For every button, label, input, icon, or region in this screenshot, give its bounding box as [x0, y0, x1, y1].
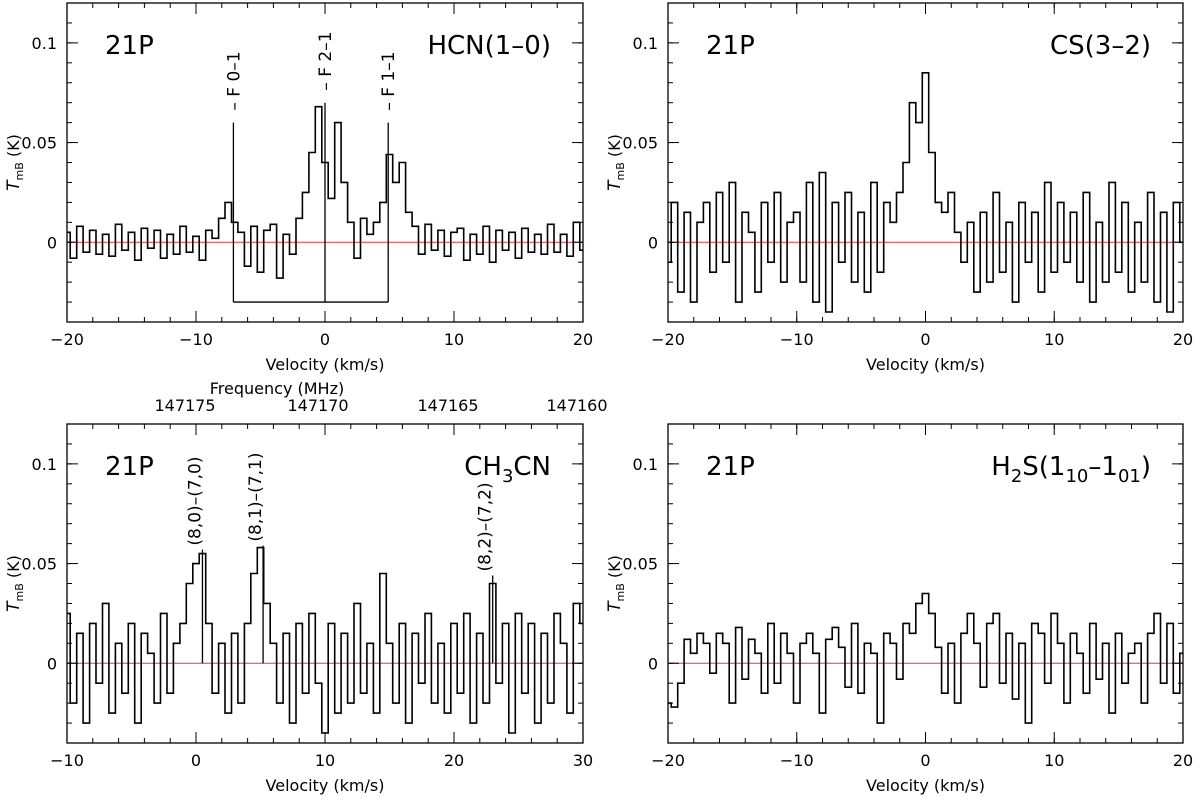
panel-ch3cn: −10 0 10 20 30 0 0.05 0.1 Velocity (km/s) TmB (K)…: [4, 379, 608, 795]
molecule-text: CH: [464, 452, 502, 482]
x-tick-label: 10: [315, 751, 335, 770]
x-tick-label: 20: [444, 751, 464, 770]
y-tick-label: 0.05: [21, 134, 57, 153]
y-axis-title: TmB (K): [605, 555, 627, 612]
y-title-sub: mB: [13, 583, 26, 601]
x-tick-label: −10: [780, 751, 814, 770]
y-tick-label: 0.1: [633, 455, 658, 474]
y-axis-title: TmB (K): [4, 555, 26, 612]
y-title-main: T: [605, 179, 625, 191]
y-tick-label: 0: [47, 233, 57, 252]
molecule-text: CS(3–2): [1050, 31, 1151, 61]
x-tick-label: −20: [651, 330, 685, 349]
y-title-unit: (K): [4, 555, 23, 583]
panel-label: 21P: [105, 452, 154, 482]
frequency-tick-label: 147160: [546, 396, 607, 415]
molecule-label: H2S(110–101): [991, 452, 1151, 487]
molecule-sub: 2: [1011, 466, 1022, 487]
molecule-label: CH3CN: [464, 452, 551, 487]
x-tick-label: −20: [651, 751, 685, 770]
hyperfine-label: – F 1–1: [379, 51, 399, 110]
molecule-sub3: 01: [1118, 466, 1141, 487]
spectrum-line: [67, 546, 583, 734]
x-tick-label: 20: [573, 330, 593, 349]
y-title-sub: mB: [614, 583, 627, 601]
transition-label: (8,0)–(7,0): [185, 456, 205, 545]
molecule-mid2: –1: [1088, 452, 1118, 482]
x-tick-label: 10: [444, 330, 464, 349]
frequency-tick-label: 147165: [417, 396, 478, 415]
panel-label: 21P: [706, 31, 755, 61]
x-tick-label: 0: [920, 751, 930, 770]
y-tick-label: 0: [648, 233, 658, 252]
x-tick-label: 0: [191, 751, 201, 770]
panel-cs: −20 −10 0 10 20 0 0.05 0.1 Velocity (km/s) TmB (K…: [605, 2, 1193, 374]
y-title-unit: (K): [605, 134, 624, 162]
molecule-tail: CN: [513, 452, 551, 482]
molecule-sub: 3: [502, 466, 513, 487]
panel-label: 21P: [105, 31, 154, 61]
transition-label: (8,1)–(7,1): [246, 453, 266, 542]
y-tick-label: 0: [648, 654, 658, 673]
hyperfine-label: – F 0–1: [224, 51, 244, 110]
x-tick-label: −10: [50, 751, 84, 770]
y-axis-title: TmB (K): [605, 134, 627, 191]
y-tick-label: 0.1: [633, 34, 658, 53]
hyperfine-label: – F 2–1: [316, 31, 336, 90]
frequency-tick-label: 147175: [154, 396, 215, 415]
x-tick-label: 0: [320, 330, 330, 349]
molecule-text: HCN(1–0): [427, 31, 551, 61]
x-tick-label: 30: [573, 751, 593, 770]
y-title-unit: (K): [605, 555, 624, 583]
y-tick-label: 0.1: [32, 34, 57, 53]
y-tick-label: 0.1: [32, 455, 57, 474]
x-axis-title: Velocity (km/s): [266, 355, 385, 374]
frequency-tick-label: 147170: [287, 396, 348, 415]
transition-label: (8,2)–(7,2): [476, 482, 496, 571]
x-tick-label: −10: [179, 330, 213, 349]
molecule-tail: ): [1141, 452, 1151, 482]
y-tick-label: 0.05: [622, 134, 658, 153]
x-tick-label: 10: [1044, 751, 1064, 770]
x-tick-label: 0: [920, 330, 930, 349]
x-tick-label: −20: [50, 330, 84, 349]
x-axis-title: Velocity (km/s): [866, 776, 985, 795]
molecule-sub2: 10: [1065, 466, 1088, 487]
spectrum-line: [668, 592, 1183, 724]
y-axis-title: TmB (K): [4, 134, 26, 191]
x-axis-title: Velocity (km/s): [866, 355, 985, 374]
frequency-axis-title: Frequency (MHz): [210, 379, 344, 398]
x-tick-label: −10: [780, 330, 814, 349]
x-tick-label: 20: [1173, 751, 1193, 770]
y-title-sub: mB: [13, 162, 26, 180]
molecule-label: HCN(1–0): [427, 31, 551, 61]
molecule-label: CS(3–2): [1050, 31, 1151, 61]
y-title-main: T: [605, 600, 625, 612]
panel-label: 21P: [706, 452, 755, 482]
molecule-text: H: [991, 452, 1011, 482]
y-title-sub: mB: [614, 162, 627, 180]
y-title-main: T: [4, 179, 24, 191]
y-tick-label: 0.05: [21, 555, 57, 574]
y-tick-label: 0: [47, 654, 57, 673]
x-axis-title: Velocity (km/s): [266, 776, 385, 795]
y-title-unit: (K): [4, 134, 23, 162]
y-tick-label: 0.05: [622, 555, 658, 574]
x-tick-label: 10: [1044, 330, 1064, 349]
x-tick-label: 20: [1173, 330, 1193, 349]
y-title-main: T: [4, 600, 24, 612]
molecule-mid: S(1: [1022, 452, 1065, 482]
panel-hcn: −20 −10 0 10 20 0 0.05 0.1 Velocity (km/s) TmB (K…: [4, 2, 593, 374]
spectrum-line: [668, 72, 1183, 313]
